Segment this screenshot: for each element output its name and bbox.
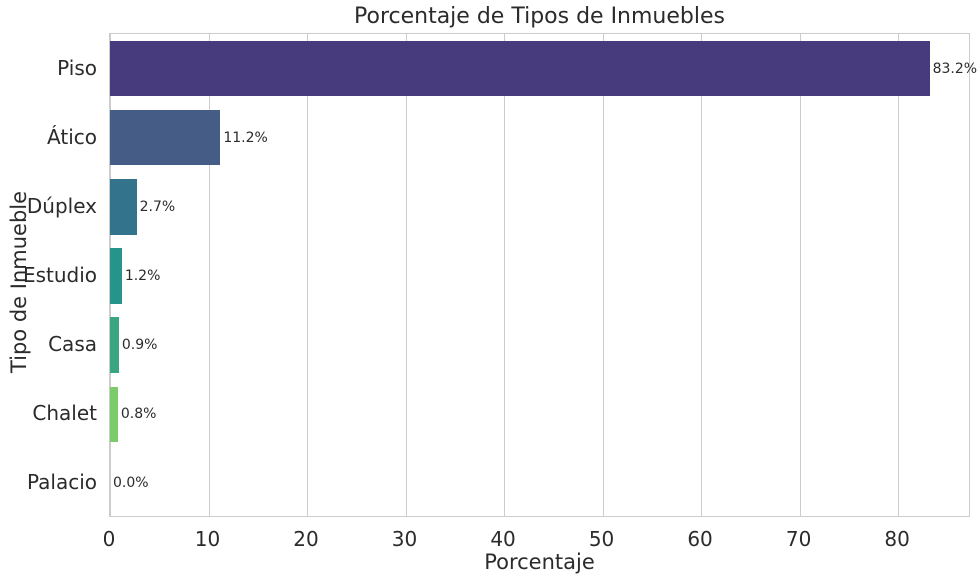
gridline — [504, 34, 506, 516]
gridline — [307, 34, 309, 516]
bar-value-label: 1.2% — [124, 268, 161, 284]
x-tick-label: 70 — [785, 527, 812, 551]
x-tick-label: 10 — [194, 527, 221, 551]
x-tick-label: 60 — [687, 527, 713, 551]
x-tick-label: 50 — [588, 527, 615, 551]
y-tick-label: Piso — [57, 55, 97, 80]
gridline — [208, 34, 210, 516]
x-tick-label: 40 — [490, 527, 516, 551]
bar-value-label: 0.0% — [113, 475, 149, 492]
x-axis-label: Porcentaje — [484, 550, 595, 574]
bar — [110, 40, 930, 97]
bar-value-label: 2.7% — [139, 198, 176, 215]
y-tick-label: Ático — [47, 124, 97, 149]
chart-title: Porcentaje de Tipos de Inmuebles — [354, 4, 725, 29]
bar — [110, 386, 118, 442]
x-tick-label: 80 — [884, 527, 910, 551]
bar-value-label: 83.2% — [932, 60, 978, 77]
gridline — [799, 34, 801, 516]
gridline — [898, 34, 900, 516]
y-tick-label: Chalet — [32, 401, 97, 426]
bar-value-label: 0.8% — [120, 406, 157, 423]
bar — [110, 110, 221, 166]
bar — [110, 317, 119, 373]
x-tick-label: 20 — [293, 527, 319, 551]
y-tick-label: Estudio — [22, 263, 97, 287]
y-tick-label: Palacio — [26, 470, 97, 495]
bar-value-label: 11.2% — [223, 129, 268, 146]
gridline — [701, 34, 703, 516]
x-tick-label: 0 — [102, 527, 116, 551]
gridline — [405, 34, 407, 516]
bar-value-label: 0.9% — [121, 337, 158, 354]
gridline — [602, 34, 604, 516]
y-tick-label: Casa — [48, 332, 97, 357]
x-tick-label: 30 — [391, 527, 418, 551]
plot-area: 83.2% 11.2% 2.7% 1.2% 0.9% 0.8% 0.0% — [109, 33, 977, 517]
bar — [110, 179, 137, 235]
bar — [110, 248, 122, 304]
y-tick-label: Dúplex — [26, 193, 97, 218]
